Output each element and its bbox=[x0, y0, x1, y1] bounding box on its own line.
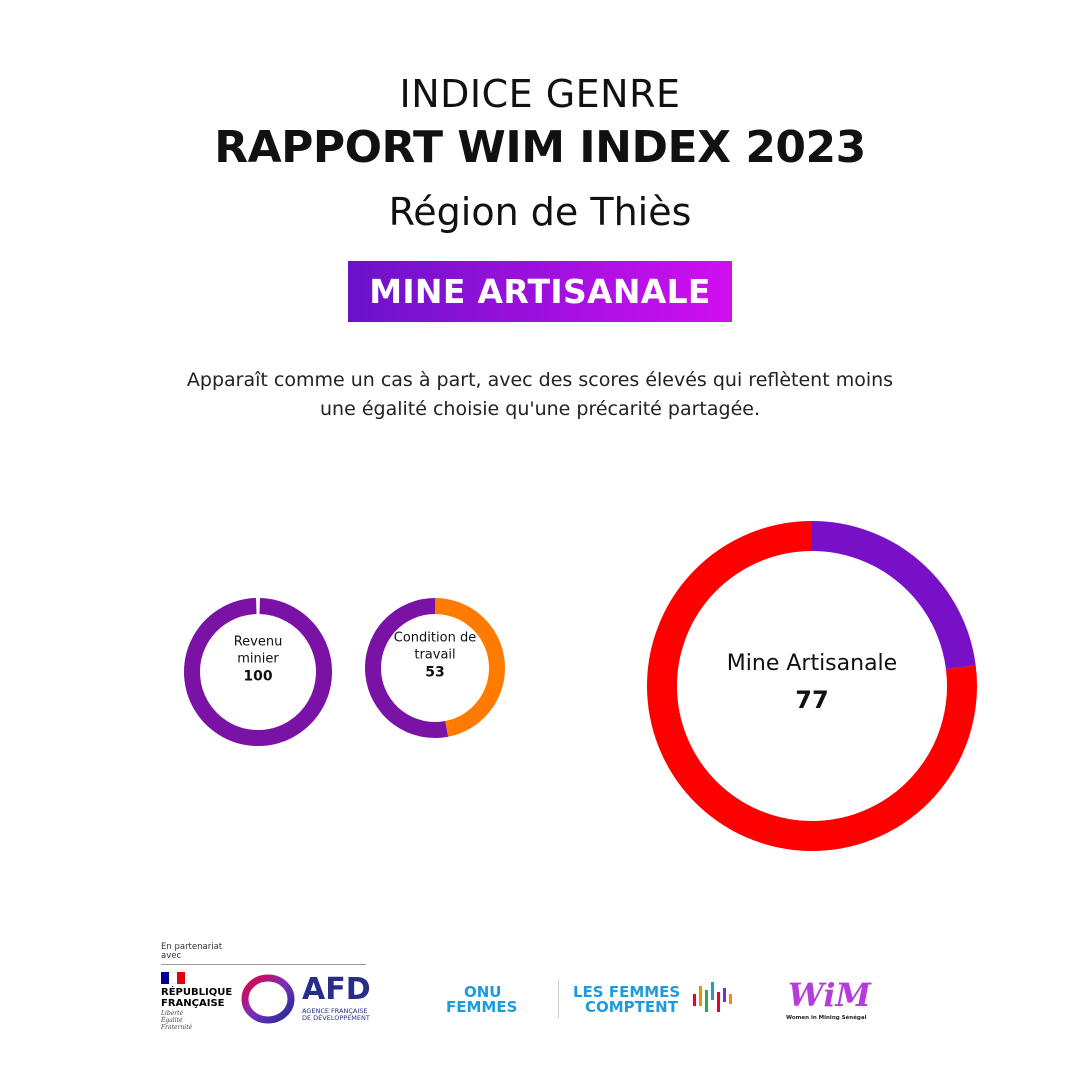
report-kicker: INDICE GENRE bbox=[399, 72, 681, 116]
lfc-line: COMPTENT bbox=[585, 998, 678, 1016]
logo-divider bbox=[558, 980, 559, 1018]
description: Apparaît comme un cas à part, avec des s… bbox=[140, 366, 940, 424]
report-title: RAPPORT WIM INDEX 2023 bbox=[214, 122, 866, 173]
afd-logo-text: AFD bbox=[302, 972, 371, 1007]
onu-line: ONU bbox=[464, 983, 502, 1001]
description-line: une égalité choisie qu'une précarité par… bbox=[320, 398, 760, 420]
republic-motto: Liberté Égalité Fraternité bbox=[161, 1010, 192, 1031]
motto-line: Fraternité bbox=[161, 1024, 193, 1031]
afd-subtitle-line: AGENCE FRANÇAISE bbox=[302, 1007, 368, 1015]
donut-chart-1: Revenu minier 100 bbox=[184, 598, 332, 746]
wim-logo: WiM bbox=[788, 976, 871, 1014]
donut-value: 77 bbox=[795, 686, 828, 714]
republique-line: FRANÇAISE bbox=[161, 998, 225, 1009]
les-femmes-comptent-logo: LES FEMMES COMPTENT bbox=[573, 985, 680, 1015]
republique-line: RÉPUBLIQUE bbox=[161, 987, 233, 998]
donut-chart-2: Condition de travail 53 bbox=[365, 598, 505, 738]
afd-subtitle-line: DE DÉVELOPPEMENT bbox=[302, 1014, 370, 1022]
equalizer-bars-icon bbox=[693, 982, 732, 1012]
motto-line: Égalité bbox=[161, 1017, 183, 1024]
afd-subtitle: AGENCE FRANÇAISE DE DÉVELOPPEMENT bbox=[302, 1008, 370, 1022]
donut-label: Revenu bbox=[234, 635, 283, 650]
donut-label: Condition de bbox=[394, 631, 476, 646]
donut-score-segment bbox=[647, 521, 977, 851]
donut-label: Mine Artisanale bbox=[727, 651, 897, 676]
donut-value: 100 bbox=[243, 669, 272, 685]
wim-subtitle: Women in Mining Sénégal bbox=[786, 1015, 867, 1021]
description-line: Apparaît comme un cas à part, avec des s… bbox=[186, 369, 894, 391]
motto-line: Liberté bbox=[161, 1010, 184, 1017]
republique-francaise-logo: RÉPUBLIQUE FRANÇAISE bbox=[161, 987, 232, 1009]
onu-femmes-logo: ONU FEMMES bbox=[446, 985, 517, 1015]
donut-label: minier bbox=[237, 652, 279, 667]
donut-remainder-segment bbox=[434, 598, 505, 737]
donut-score-segment bbox=[365, 598, 449, 738]
donut-remainder-segment bbox=[811, 521, 976, 670]
partner-note-line: En partenariat bbox=[161, 942, 223, 952]
sector-badge: MINE ARTISANALE bbox=[348, 261, 732, 322]
lfc-line: LES FEMMES bbox=[573, 983, 681, 1001]
donut-score-segment bbox=[184, 598, 332, 746]
partner-note-line: avec bbox=[161, 951, 182, 961]
sector-badge-label: MINE ARTISANALE bbox=[369, 272, 711, 311]
afd-ring-icon bbox=[241, 974, 295, 1024]
french-flag-icon bbox=[161, 972, 185, 984]
partner-note: En partenariat avec bbox=[161, 943, 366, 965]
donut-value: 53 bbox=[425, 665, 444, 681]
onu-line: FEMMES bbox=[446, 998, 518, 1016]
region-subtitle: Région de Thiès bbox=[388, 190, 692, 234]
donut-chart-3: Mine Artisanale 77 bbox=[647, 521, 977, 851]
donut-label: travail bbox=[414, 648, 455, 663]
